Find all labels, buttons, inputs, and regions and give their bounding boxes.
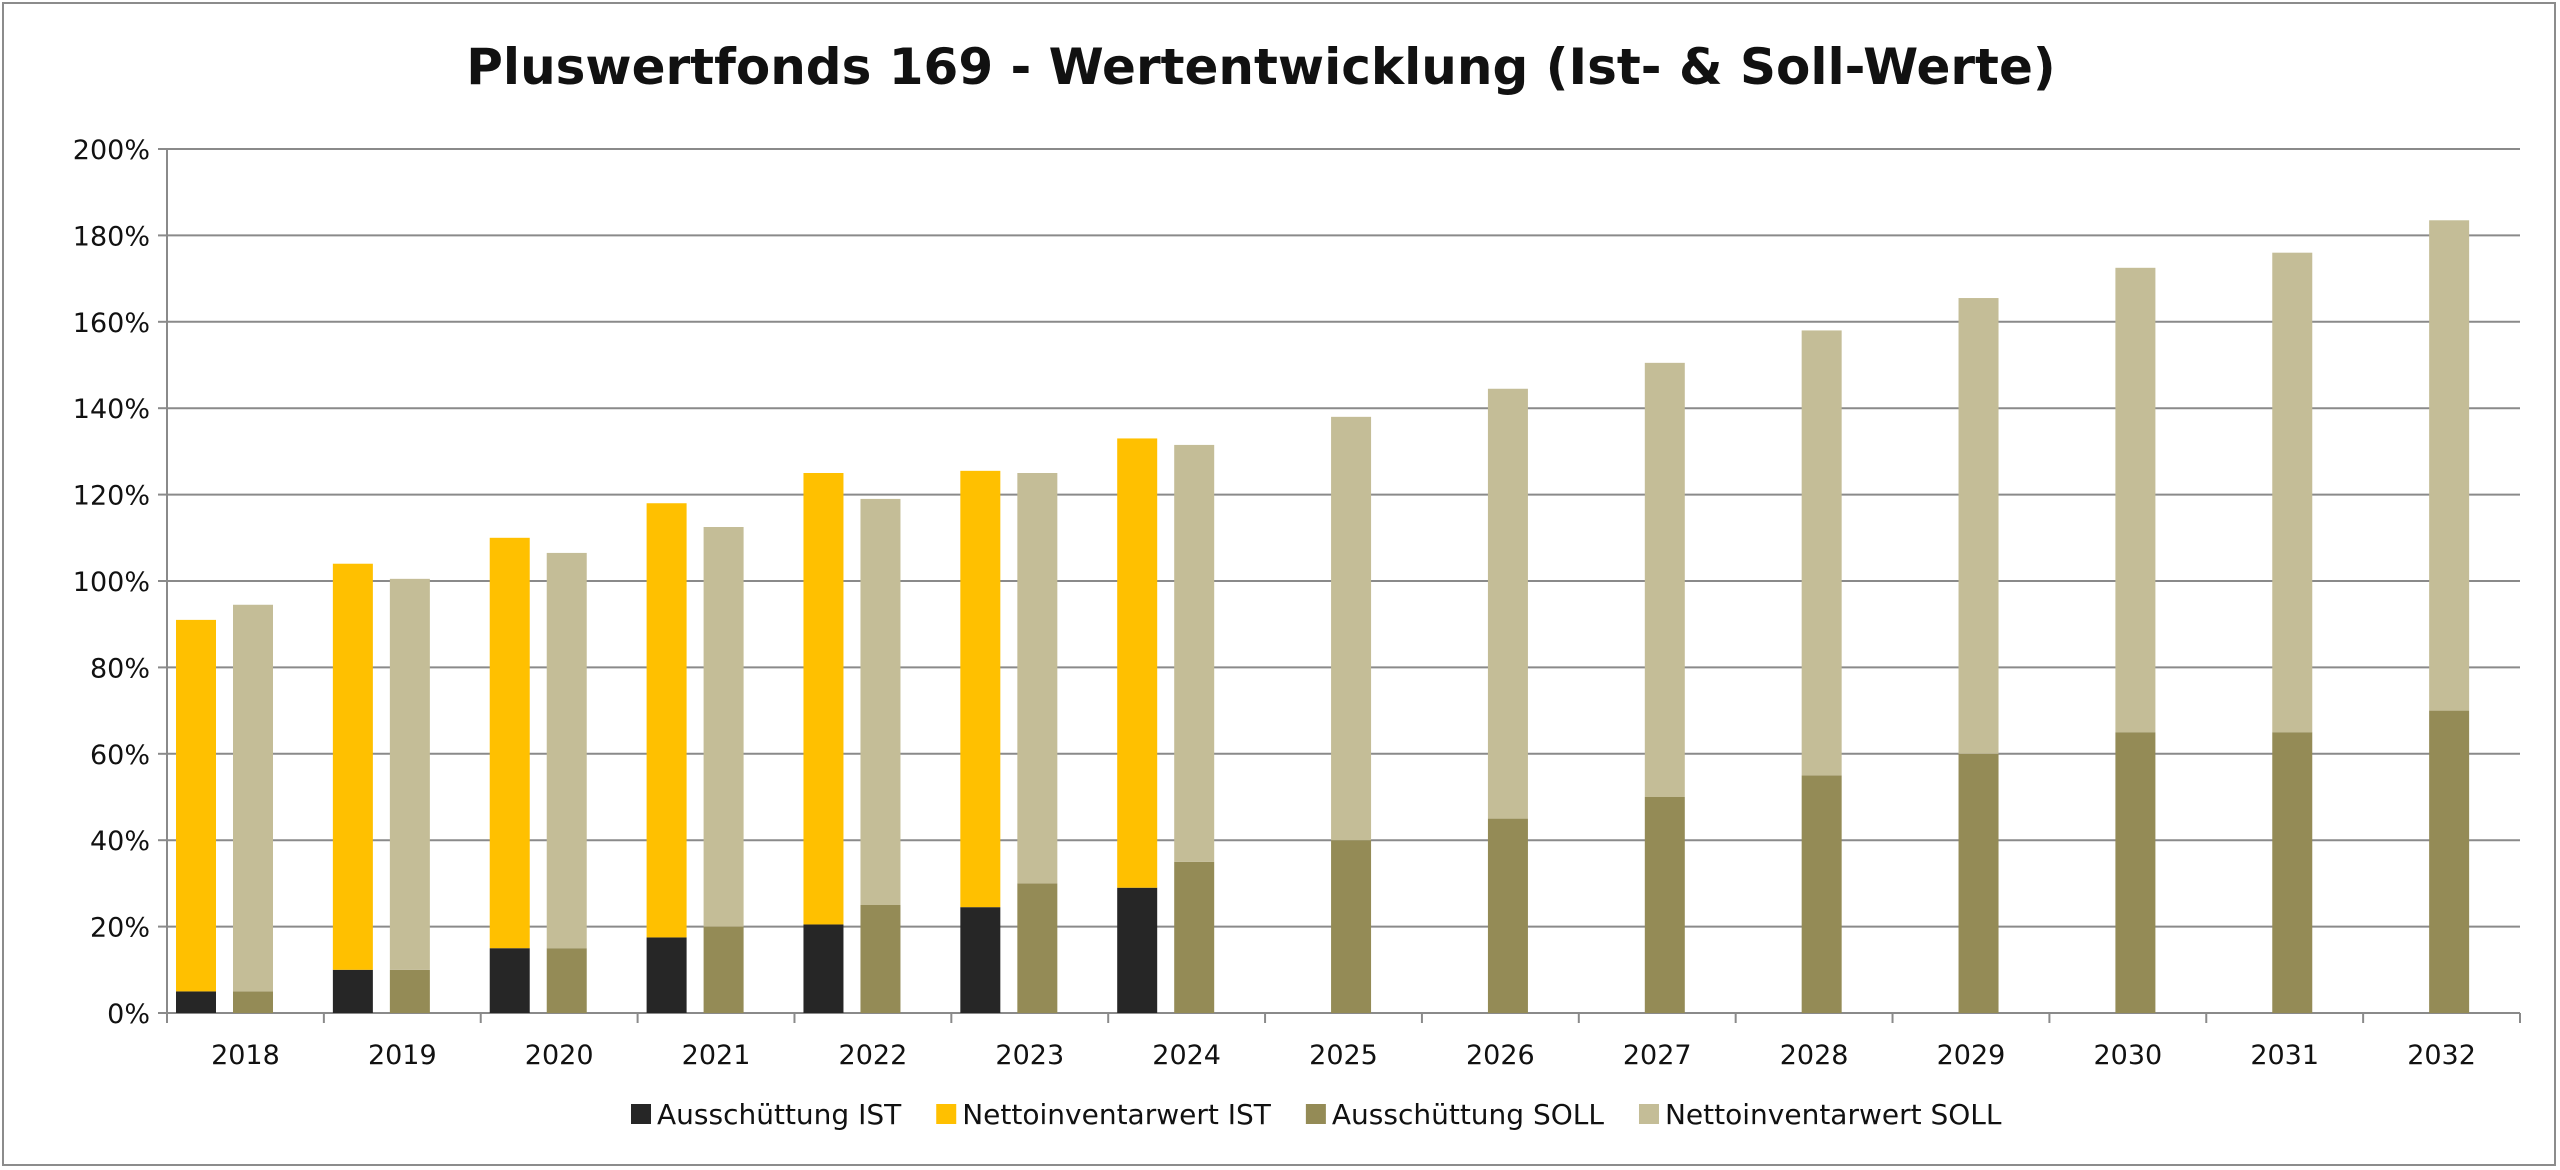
- chart-title: Pluswertfonds 169 - Wertentwicklung (Ist…: [466, 38, 2055, 96]
- y-tick-label: 100%: [73, 567, 150, 598]
- bar-aussch-ttung-soll-2022: [860, 905, 901, 1013]
- bar-aussch-ttung-soll-2028: [1801, 775, 1842, 1013]
- x-tick-label: 2029: [1937, 1040, 2006, 1071]
- bar-aussch-ttung-ist-2022: [803, 924, 844, 1013]
- bar-aussch-ttung-ist-2021: [646, 937, 687, 1013]
- x-tick-label: 2020: [525, 1040, 594, 1071]
- y-tick-label: 140%: [73, 394, 150, 425]
- bar-aussch-ttung-soll-2026: [1487, 818, 1528, 1013]
- legend: Ausschüttung IST Nettoinventarwert IST Aus…: [631, 1098, 2002, 1131]
- bar-nettoinventarwert-ist-2020: [489, 537, 530, 949]
- bar-nettoinventarwert-soll-2020: [546, 552, 587, 949]
- bar-nettoinventarwert-soll-2030: [2115, 267, 2156, 733]
- bar-aussch-ttung-ist-2020: [489, 948, 530, 1013]
- x-tick-label: 2025: [1309, 1040, 1378, 1071]
- bar-nettoinventarwert-soll-2028: [1801, 330, 1842, 776]
- bar-nettoinventarwert-soll-2022: [860, 498, 901, 905]
- legend-swatch: [936, 1104, 957, 1124]
- bar-aussch-ttung-soll-2024: [1174, 861, 1215, 1013]
- bar-aussch-ttung-soll-2021: [703, 926, 744, 1013]
- x-tick-label: 2019: [368, 1040, 437, 1071]
- bar-nettoinventarwert-soll-2032: [2429, 220, 2470, 711]
- bar-aussch-ttung-soll-2020: [546, 948, 587, 1013]
- bar-aussch-ttung-soll-2032: [2429, 710, 2470, 1013]
- chart: Pluswertfonds 169 - Wertentwicklung (Ist…: [73, 38, 2521, 1131]
- x-tick-label: 2032: [2407, 1040, 2476, 1071]
- y-tick-label: 0%: [107, 999, 150, 1030]
- tick-labels: 0% 20% 40% 60% 80% 100% 120% 140% 160% 180% 200% 20…: [73, 135, 2476, 1071]
- y-tick-label: 120%: [73, 481, 150, 512]
- bar-aussch-ttung-ist-2024: [1117, 887, 1158, 1013]
- bar-aussch-ttung-soll-2029: [1958, 753, 1999, 1013]
- bar-nettoinventarwert-soll-2018: [233, 604, 273, 992]
- x-tick-label: 2028: [1780, 1040, 1849, 1071]
- bar-aussch-ttung-soll-2023: [1017, 883, 1058, 1013]
- y-tick-label: 160%: [73, 308, 150, 339]
- x-tick-label: 2026: [1466, 1040, 1535, 1071]
- bar-nettoinventarwert-ist-2021: [646, 503, 687, 938]
- x-tick-label: 2027: [1623, 1040, 1692, 1071]
- x-tick-label: 2031: [2250, 1040, 2319, 1071]
- legend-label: Nettoinventarwert IST: [962, 1098, 1272, 1131]
- legend-swatch: [1638, 1104, 1659, 1124]
- bar-nettoinventarwert-soll-2019: [389, 578, 430, 970]
- bar-nettoinventarwert-ist-2024: [1117, 438, 1158, 888]
- bar-nettoinventarwert-soll-2024: [1174, 444, 1215, 862]
- legend-swatch: [631, 1104, 651, 1124]
- bar-aussch-ttung-ist-2018: [176, 991, 216, 1013]
- y-tick-label: 200%: [73, 135, 150, 166]
- y-tick-label: 180%: [73, 221, 150, 252]
- bar-nettoinventarwert-soll-2029: [1958, 298, 1999, 754]
- x-tick-label: 2018: [211, 1040, 280, 1071]
- bar-aussch-ttung-soll-2018: [233, 991, 273, 1013]
- bar-nettoinventarwert-soll-2031: [2272, 252, 2313, 733]
- x-tick-label: 2021: [682, 1040, 751, 1071]
- x-tick-label: 2030: [2093, 1040, 2162, 1071]
- bar-nettoinventarwert-ist-2022: [803, 473, 844, 925]
- x-tick-label: 2023: [995, 1040, 1064, 1071]
- bar-aussch-ttung-soll-2027: [1644, 797, 1685, 1013]
- legend-label: Ausschüttung IST: [657, 1098, 902, 1131]
- bar-nettoinventarwert-soll-2025: [1331, 416, 1372, 841]
- bar-nettoinventarwert-soll-2021: [703, 527, 744, 927]
- bars: [176, 220, 2470, 1013]
- bar-aussch-ttung-soll-2025: [1331, 840, 1372, 1013]
- bar-nettoinventarwert-soll-2026: [1487, 388, 1528, 819]
- y-tick-label: 40%: [90, 826, 150, 857]
- legend-swatch: [1305, 1104, 1326, 1124]
- bar-aussch-ttung-ist-2019: [332, 969, 373, 1013]
- bar-aussch-ttung-ist-2023: [960, 907, 1001, 1013]
- bar-nettoinventarwert-ist-2019: [332, 563, 373, 970]
- bar-nettoinventarwert-soll-2023: [1017, 473, 1058, 884]
- x-tick-label: 2022: [839, 1040, 908, 1071]
- bar-aussch-ttung-soll-2019: [389, 969, 430, 1013]
- x-tick-label: 2024: [1152, 1040, 1221, 1071]
- y-tick-label: 20%: [90, 913, 150, 944]
- bar-nettoinventarwert-ist-2023: [960, 470, 1001, 908]
- legend-label: Nettoinventarwert SOLL: [1665, 1098, 2002, 1131]
- bar-aussch-ttung-soll-2030: [2115, 732, 2156, 1013]
- bar-nettoinventarwert-ist-2018: [176, 619, 216, 992]
- y-tick-label: 80%: [90, 653, 150, 684]
- y-tick-label: 60%: [90, 740, 150, 771]
- legend-label: Ausschüttung SOLL: [1332, 1098, 1604, 1131]
- bar-nettoinventarwert-soll-2027: [1644, 362, 1685, 797]
- bar-aussch-ttung-soll-2031: [2272, 732, 2313, 1013]
